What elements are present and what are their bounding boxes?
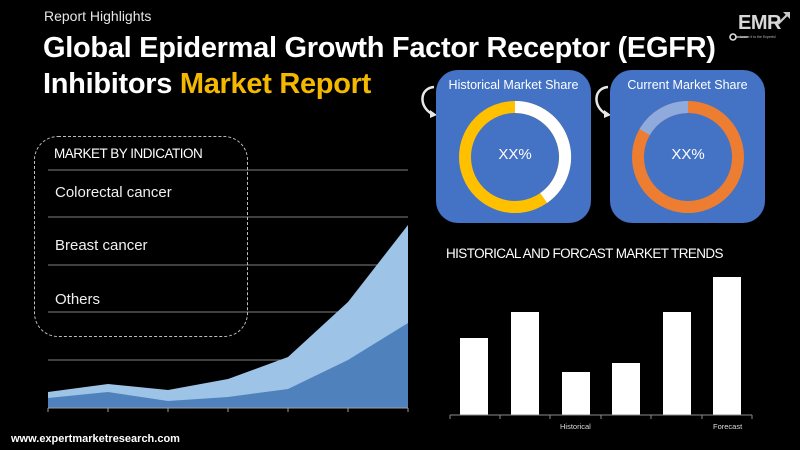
indication-item-breast: Breast cancer (55, 237, 148, 254)
current-donut-chart (632, 101, 744, 213)
title-white: Inhibitors (43, 68, 173, 100)
x-label-historical: Historical (560, 422, 591, 431)
historical-share-value: XX% (498, 146, 532, 163)
title-line-1: Global Epidermal Growth Factor Receptor … (43, 32, 716, 64)
bar (612, 363, 640, 415)
page-title: Global Epidermal Growth Factor Receptor … (43, 30, 716, 102)
indication-item-colorectal: Colorectal cancer (55, 184, 172, 201)
current-market-share-card: Current Market Share XX% (610, 70, 765, 223)
current-share-value: XX% (671, 146, 705, 163)
curved-arrow-icon (595, 85, 611, 118)
card-title: Historical Market Share (448, 78, 579, 92)
area-series-dark (48, 323, 408, 408)
title-line-2: Inhibitors Market Report (43, 66, 716, 102)
logo-text: EMR (738, 12, 781, 34)
area-series-light (48, 225, 408, 408)
bar-chart-title: HISTORICAL AND FORCAST MARKET TRENDS (446, 246, 724, 261)
website-url[interactable]: www.expertmarketresearch.com (11, 433, 180, 445)
title-accent: Market Report (179, 68, 371, 100)
market-by-indication-box (34, 136, 248, 337)
indication-header: MARKET BY INDICATION (54, 146, 203, 161)
report-highlights-label: Report Highlights (44, 8, 152, 24)
card-title: Current Market Share (627, 78, 748, 92)
bar (663, 312, 691, 415)
bar (562, 372, 590, 415)
logo-arrow-icon (729, 12, 790, 41)
area-chart (47, 169, 409, 412)
bar (713, 277, 741, 415)
x-label-forecast: Forecast (713, 422, 743, 431)
historical-donut-chart (459, 100, 572, 213)
bar-chart (449, 277, 753, 419)
historical-market-share-card: Historical Market Share XX% (436, 70, 591, 223)
bar (460, 338, 488, 415)
emr-logo: EMR Leave it to the Experts! (728, 10, 792, 44)
logo-tagline: Leave it to the Experts! (740, 35, 776, 39)
curved-arrow-icon (421, 85, 437, 118)
indication-item-others: Others (55, 291, 101, 308)
bar (511, 312, 539, 415)
